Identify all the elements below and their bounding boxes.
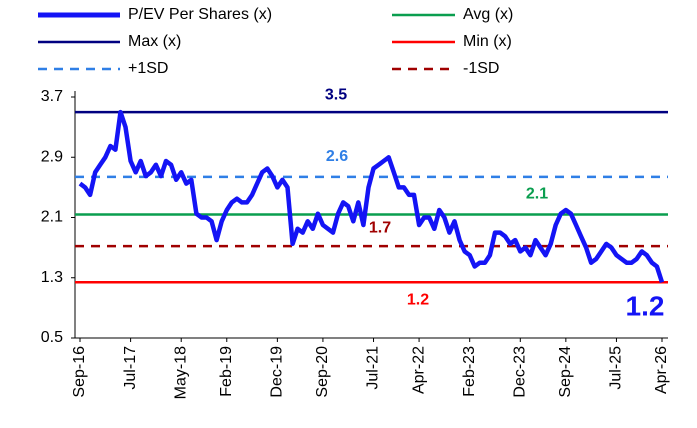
y-tick-label: 2.9: [41, 148, 63, 165]
legend-label: +1SD: [128, 60, 168, 77]
x-tick-label: Apr-26: [653, 346, 670, 394]
y-tick-label: 2.1: [41, 209, 63, 226]
y-tick-label: 3.7: [41, 88, 63, 105]
legend-label: Min (x): [463, 33, 512, 50]
x-tick-label: Sep-24: [557, 346, 574, 398]
x-tick-label: Dec-23: [512, 346, 529, 398]
reference-label: 2.1: [526, 186, 548, 203]
reference-label: 1.7: [369, 219, 391, 236]
legend-label: Avg (x): [463, 6, 513, 23]
legend-label: P/EV Per Shares (x): [128, 6, 272, 23]
x-tick-label: Jul-17: [122, 346, 139, 390]
x-tick-label: Jul-21: [365, 346, 382, 390]
y-tick-label: 1.3: [41, 269, 63, 286]
x-tick-label: Apr-22: [410, 346, 427, 394]
series-line: [78, 109, 665, 283]
end-label: 1.2: [626, 290, 665, 321]
x-tick-label: Feb-19: [218, 346, 235, 397]
y-tick-label: 0.5: [41, 329, 63, 346]
legend-label: -1SD: [463, 60, 499, 77]
reference-label: 1.2: [407, 291, 429, 308]
x-tick-label: May-18: [172, 346, 189, 399]
legend-label: Max (x): [128, 33, 181, 50]
x-tick-label: Sep-16: [71, 346, 88, 398]
x-tick-label: Feb-23: [461, 346, 478, 397]
x-tick-label: Dec-19: [269, 346, 286, 398]
x-tick-label: Sep-20: [314, 346, 331, 398]
x-tick-label: Jul-25: [608, 346, 625, 390]
reference-label: 3.5: [325, 86, 347, 103]
reference-label: 2.6: [326, 148, 348, 165]
